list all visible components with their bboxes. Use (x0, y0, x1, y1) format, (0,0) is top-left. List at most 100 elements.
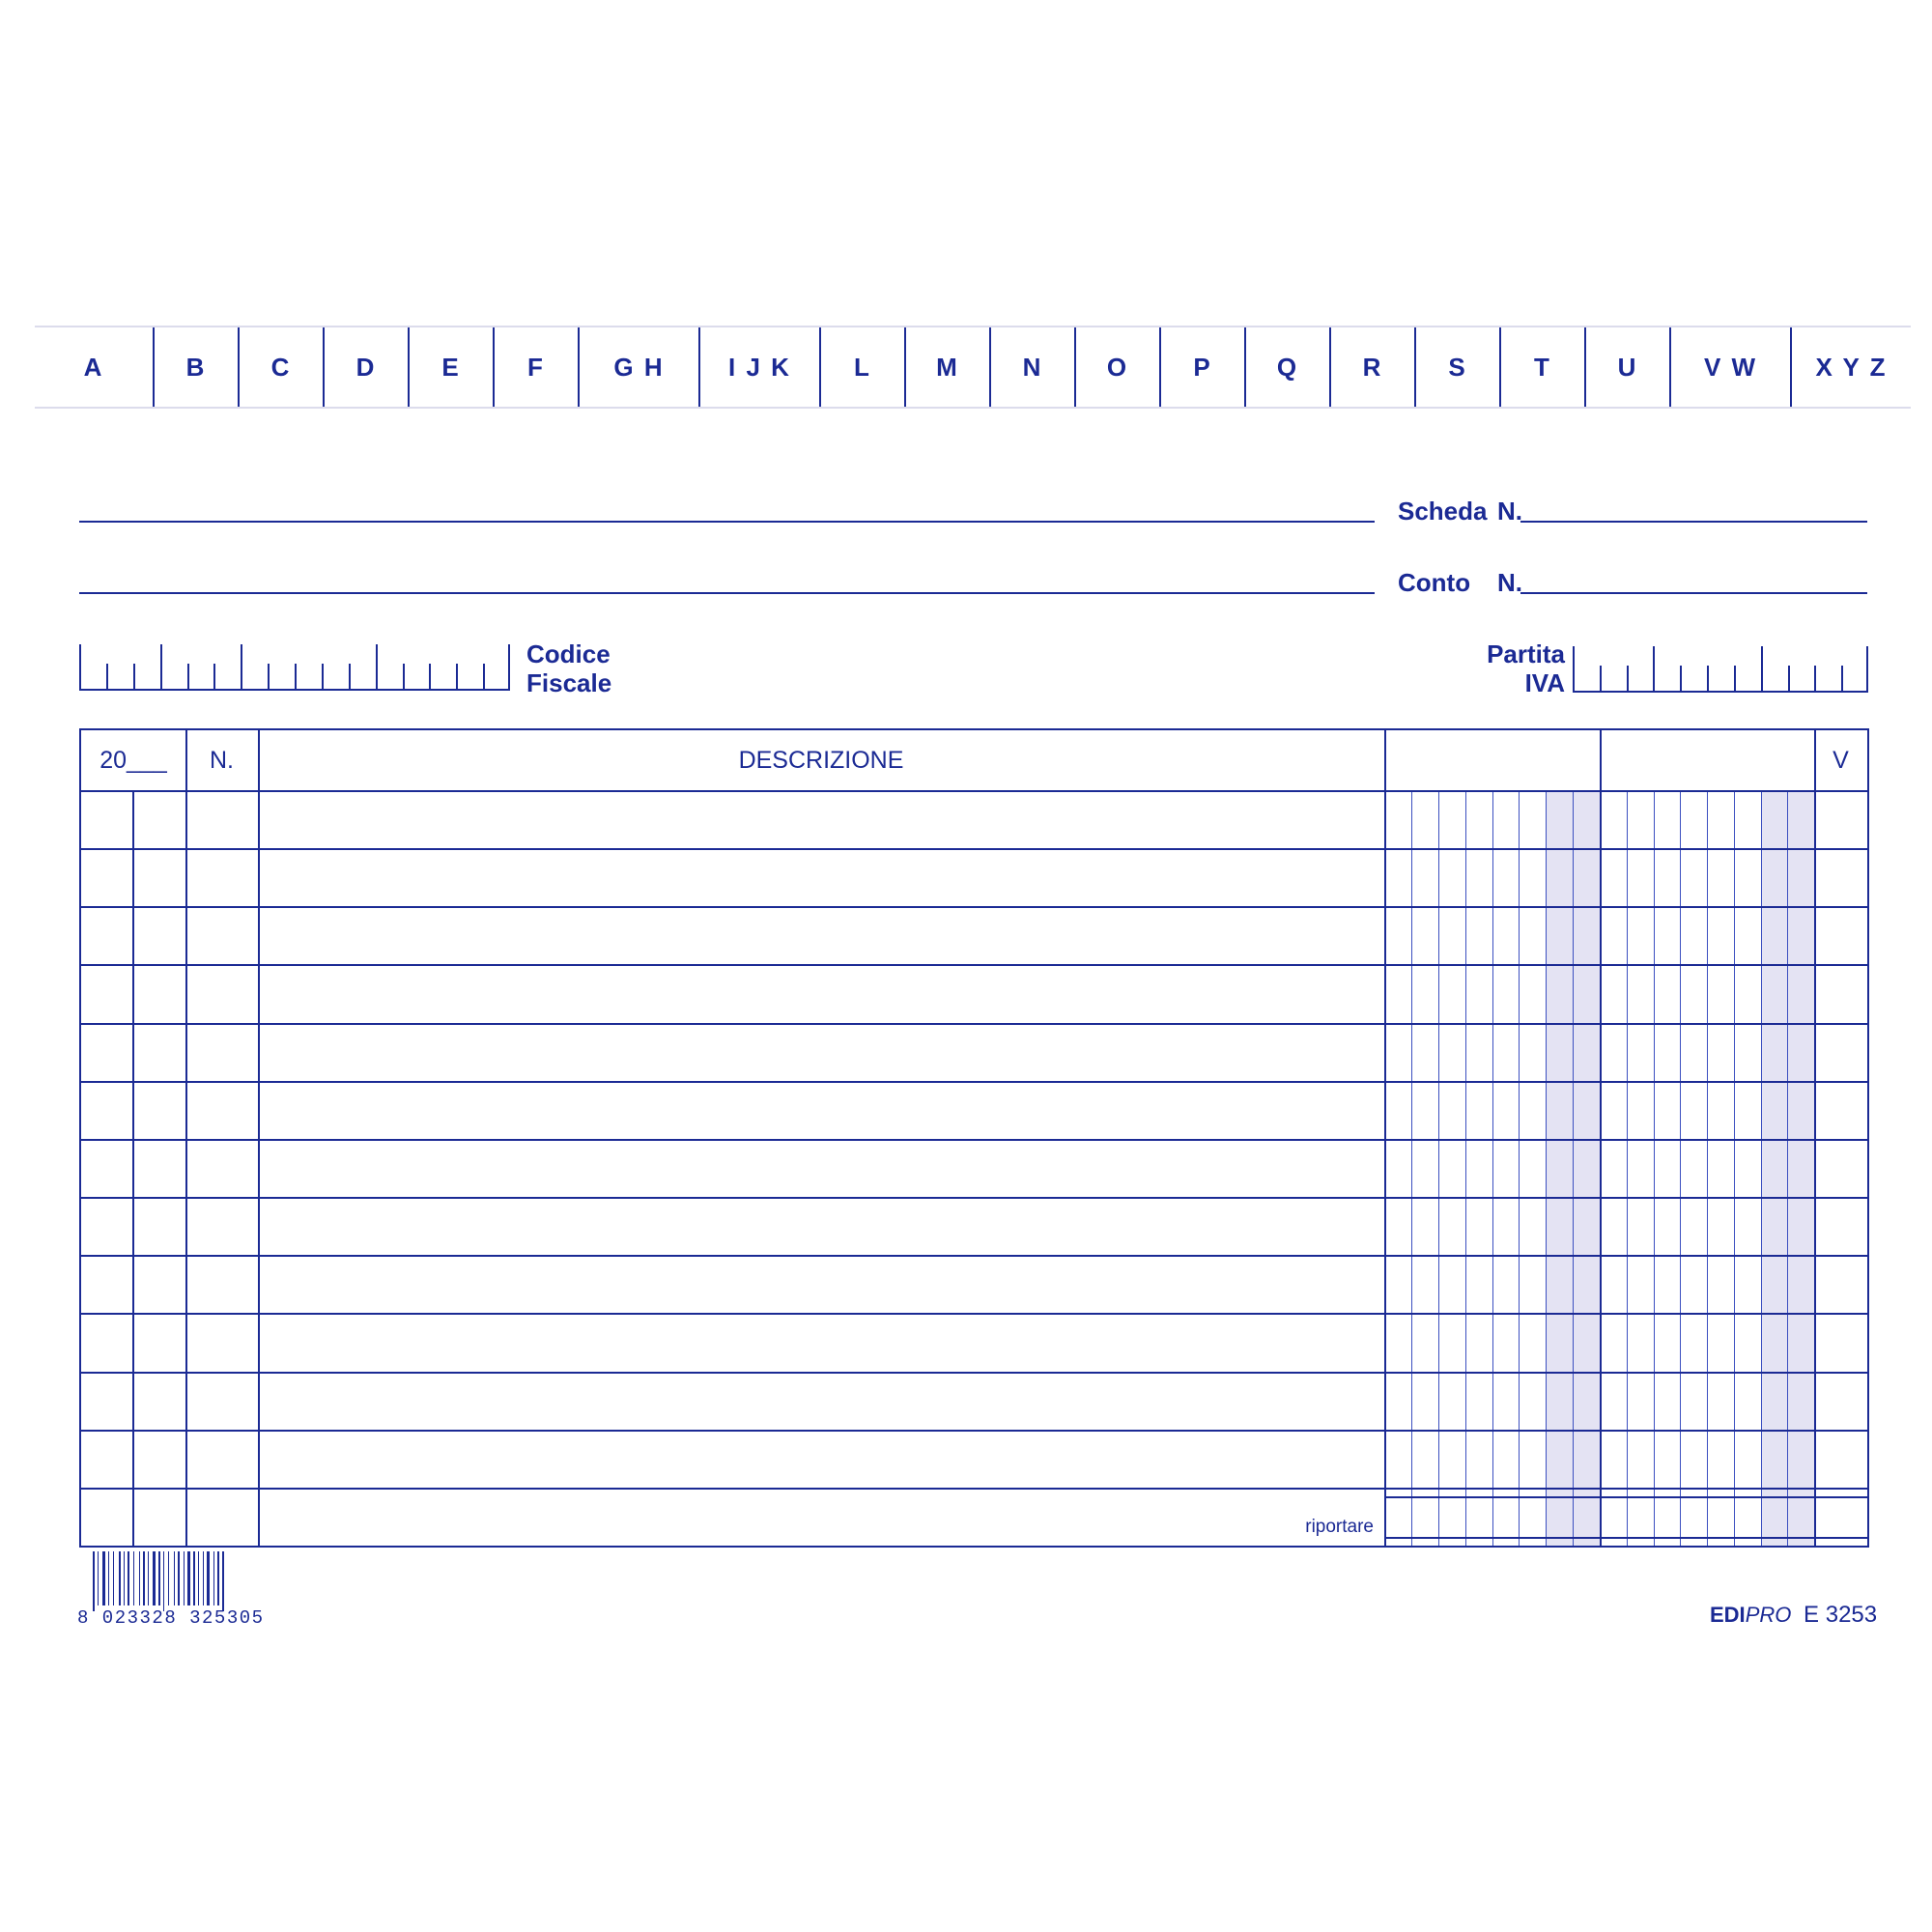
index-tab-d[interactable]: D (325, 327, 410, 407)
barcode-bar (113, 1551, 114, 1605)
table-row-line (79, 1138, 1869, 1141)
barcode-bar (133, 1551, 134, 1605)
index-tab-vw[interactable]: V W (1671, 327, 1792, 407)
table-column-border (185, 728, 187, 1548)
index-tab-p[interactable]: P (1161, 327, 1246, 407)
amount-digit-divider (1733, 790, 1735, 1546)
name-line-1[interactable] (79, 521, 1375, 523)
tick-mark (349, 664, 351, 691)
index-tab-gh[interactable]: G H (580, 327, 700, 407)
table-row-line (79, 1313, 1869, 1316)
index-tab-a[interactable]: A (35, 327, 155, 407)
table-row-line (79, 964, 1869, 967)
amount-digit-divider (1787, 790, 1789, 1546)
table-row-line (79, 848, 1869, 851)
table-row-line (79, 1429, 1869, 1432)
table-row-line (79, 1371, 1869, 1374)
table-bottom-border (79, 1546, 1869, 1548)
amount-digit-divider (1707, 790, 1708, 1546)
barcode-bar (139, 1551, 140, 1605)
index-tab-t[interactable]: T (1501, 327, 1586, 407)
brand-logo: EDIPRO E 3253 (1710, 1602, 1877, 1629)
codice-fiscale-label-line2: Fiscale (526, 668, 612, 697)
description-header: DESCRIZIONE (738, 746, 904, 774)
index-tab-m[interactable]: M (906, 327, 991, 407)
shaded-decimal-column (1546, 790, 1600, 1546)
year-header: 20___ (99, 746, 167, 774)
amount-digit-divider (1437, 790, 1439, 1546)
barcode-bar (174, 1551, 175, 1605)
tick-mark (187, 664, 189, 691)
barcode (93, 1551, 247, 1611)
tick-mark (79, 644, 81, 691)
barcode-bar (102, 1551, 105, 1605)
tick-mark (160, 644, 162, 691)
amount-digit-divider (1573, 790, 1575, 1546)
table-row-line (79, 1022, 1869, 1025)
barcode-bar (98, 1551, 99, 1605)
index-tab-o[interactable]: O (1076, 327, 1161, 407)
table-column-border (258, 728, 260, 1548)
index-tab-u[interactable]: U (1586, 327, 1671, 407)
index-tab-c[interactable]: C (240, 327, 325, 407)
partita-iva-field[interactable] (1573, 646, 1868, 693)
tick-mark (1788, 666, 1790, 693)
index-tab-s[interactable]: S (1416, 327, 1501, 407)
tick-baseline (1573, 691, 1868, 693)
check-header: V (1833, 746, 1849, 774)
tick-mark (1680, 666, 1682, 693)
scheda-number-field[interactable] (1520, 521, 1867, 523)
barcode-bar (163, 1551, 164, 1611)
barcode-bar (187, 1551, 190, 1605)
table-column-border (1814, 728, 1816, 1548)
barcode-bar (222, 1551, 224, 1611)
table-row-line (79, 1197, 1869, 1200)
tick-mark (403, 664, 405, 691)
name-line-2[interactable] (79, 592, 1375, 594)
table-column-border (79, 728, 81, 1548)
barcode-bar (158, 1551, 160, 1605)
tick-mark (1734, 666, 1736, 693)
index-tab-f[interactable]: F (495, 327, 580, 407)
conto-number-field[interactable] (1520, 592, 1867, 594)
index-tab-ijk[interactable]: I J K (700, 327, 821, 407)
tick-mark (456, 664, 458, 691)
header-bottom-border (79, 790, 1869, 792)
brand-bold: EDI (1710, 1603, 1746, 1627)
barcode-bar (128, 1551, 129, 1605)
barcode-bar (193, 1551, 195, 1605)
total-double-line (1384, 1495, 1867, 1498)
tick-mark (268, 664, 270, 691)
index-tab-l[interactable]: L (821, 327, 906, 407)
barcode-bar (148, 1551, 149, 1605)
partita-iva-label-line1: Partita (1487, 639, 1565, 668)
tick-mark (1600, 666, 1602, 693)
amount-digit-divider (1546, 790, 1548, 1546)
amount-digit-divider (1680, 790, 1682, 1546)
table-column-border (132, 790, 134, 1548)
index-tab-b[interactable]: B (155, 327, 240, 407)
amount-digit-divider (1492, 790, 1493, 1546)
barcode-bar (124, 1551, 125, 1605)
index-tab-xyz[interactable]: X Y Z (1815, 352, 1888, 382)
tick-mark (295, 664, 297, 691)
amount-digit-divider (1760, 790, 1762, 1546)
barcode-bar (168, 1551, 169, 1605)
partita-iva-label: Partita IVA (1463, 639, 1565, 697)
index-tab-r[interactable]: R (1331, 327, 1416, 407)
tick-mark (1841, 666, 1843, 693)
barcode-bar (184, 1551, 185, 1605)
table-row-line (79, 1080, 1869, 1083)
barcode-bar (153, 1551, 156, 1605)
index-tab-n[interactable]: N (991, 327, 1076, 407)
index-tab-e[interactable]: E (410, 327, 495, 407)
index-tab-q[interactable]: Q (1246, 327, 1331, 407)
barcode-bar (213, 1551, 214, 1605)
table-column-border (1600, 728, 1602, 1548)
codice-fiscale-field[interactable] (79, 644, 510, 691)
tick-mark (483, 664, 485, 691)
tick-mark (322, 664, 324, 691)
barcode-digits: 8 023328 325305 (77, 1607, 265, 1629)
